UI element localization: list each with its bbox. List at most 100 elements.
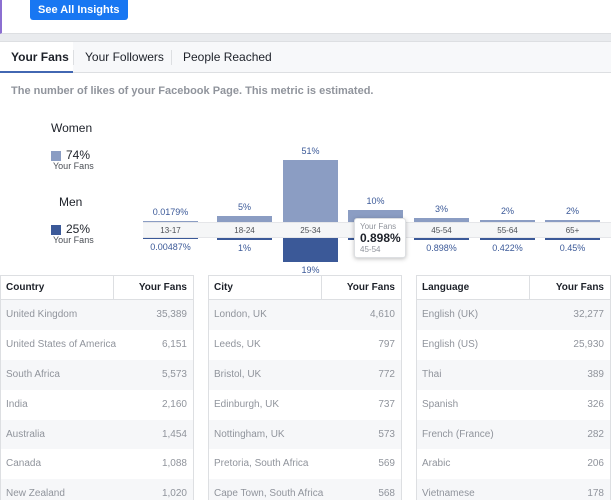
row-value: 6,151 <box>161 338 187 350</box>
tab-people-reached[interactable]: People Reached <box>183 50 272 64</box>
table-row: London, UK 4,610 <box>209 300 401 330</box>
row-value: 35,389 <box>156 309 187 320</box>
column-header-fans[interactable]: Your Fans <box>138 282 187 293</box>
bar-men-13-17[interactable] <box>143 238 198 239</box>
row-name: Edinburgh, UK <box>214 398 280 410</box>
age-label-65+: 65+ <box>565 226 580 235</box>
age-gender-chart: Women 74% Your Fans Men 25% Your Fans 0.… <box>0 100 611 275</box>
row-value: 178 <box>587 488 604 500</box>
row-name: English (UK) <box>422 309 479 320</box>
row-value: 573 <box>378 428 395 440</box>
pct-women-45-54: 3% <box>434 204 448 215</box>
column-header-name[interactable]: Country <box>6 282 45 293</box>
row-value: 1,454 <box>161 428 187 440</box>
fans-card: Your Fans Your Followers People Reached … <box>0 41 611 500</box>
bar-women-45-54[interactable] <box>414 218 469 222</box>
row-name: United Kingdom <box>6 309 78 320</box>
table-row: Australia 1,454 <box>1 419 193 450</box>
row-value: 25,930 <box>573 338 604 350</box>
bar-men-25-34[interactable] <box>283 238 338 262</box>
row-name: Vietnamese <box>422 488 475 500</box>
row-value: 5,573 <box>161 368 187 380</box>
tooltip-title: Your Fans <box>360 222 397 231</box>
row-name: Arabic <box>422 458 451 470</box>
pct-men-45-54: 0.898% <box>426 243 457 253</box>
legend-women-swatch <box>51 151 61 161</box>
table-header: Country Your Fans <box>1 276 193 300</box>
city-table: City Your Fans London, UK 4,610 Leeds, UK 797… <box>208 275 402 500</box>
table-row: United Kingdom 35,389 <box>1 300 193 330</box>
row-value: 326 <box>587 398 604 410</box>
pct-women-35-44: 10% <box>366 195 385 206</box>
pct-men-65+: 0.45% <box>559 243 586 253</box>
pct-women-13-17: 0.0179% <box>152 207 189 217</box>
table-row: English (US) 25,930 <box>417 330 610 360</box>
table-row: English (UK) 32,277 <box>417 300 610 330</box>
pct-women-55-64: 2% <box>500 205 514 216</box>
column-header-name[interactable]: City <box>214 282 233 293</box>
column-header-name[interactable]: Language <box>422 282 470 293</box>
age-label-25-34: 25-34 <box>300 226 321 235</box>
column-header-fans[interactable]: Your Fans <box>555 282 604 293</box>
row-name: Spanish <box>422 398 459 410</box>
see-all-insights-button[interactable]: See All Insights <box>30 0 128 20</box>
table-header: Language Your Fans <box>417 276 610 300</box>
table-row: Nottingham, UK 573 <box>209 419 401 450</box>
bar-men-65+[interactable] <box>545 238 600 240</box>
table-row: India 2,160 <box>1 390 193 420</box>
row-value: 32,277 <box>573 309 604 320</box>
table-header: City Your Fans <box>209 276 401 300</box>
column-divider <box>321 276 322 300</box>
age-label-13-17: 13-17 <box>160 226 181 235</box>
bar-tooltip: Your Fans 0.898% 45-54 <box>354 218 406 258</box>
pct-men-55-64: 0.422% <box>492 243 523 253</box>
age-label-55-64: 55-64 <box>497 226 518 235</box>
bar-women-25-34[interactable] <box>283 160 338 222</box>
bar-women-55-64[interactable] <box>480 219 535 222</box>
row-name: South Africa <box>6 368 60 380</box>
tab-your-followers[interactable]: Your Followers <box>85 50 164 64</box>
table-row: Spanish 326 <box>417 390 610 420</box>
table-row: New Zealand 1,020 <box>1 479 193 500</box>
pct-women-65+: 2% <box>565 205 579 216</box>
tab-your-fans[interactable]: Your Fans <box>0 42 73 73</box>
tooltip-value: 0.898% <box>360 231 401 245</box>
table-row: South Africa 5,573 <box>1 359 193 390</box>
bar-women-65+[interactable] <box>545 219 600 222</box>
breakdown-tables: Country Your Fans United Kingdom 35,389 Unit… <box>0 275 611 500</box>
row-value: 1,020 <box>161 488 187 500</box>
row-name: Cape Town, South Africa <box>214 488 324 500</box>
row-name: English (US) <box>422 338 479 350</box>
row-value: 797 <box>378 338 395 350</box>
legend-men-percent: 25% <box>66 222 91 236</box>
bar-women-18-24[interactable] <box>217 215 272 222</box>
row-name: Australia <box>6 428 45 440</box>
table-row: Arabic 206 <box>417 449 610 479</box>
table-row: Cape Town, South Africa 568 <box>209 479 401 500</box>
column-header-fans[interactable]: Your Fans <box>346 282 395 293</box>
tab-bar: Your Fans Your Followers People Reached <box>0 42 611 73</box>
bar-men-45-54[interactable] <box>414 238 469 240</box>
age-label-45-54: 45-54 <box>431 226 452 235</box>
age-label-18-24: 18-24 <box>234 226 255 235</box>
row-name: New Zealand <box>6 488 65 500</box>
country-table: Country Your Fans United Kingdom 35,389 Unit… <box>0 275 194 500</box>
row-value: 206 <box>587 458 604 470</box>
metric-description: The number of likes of your Facebook Pag… <box>11 85 374 97</box>
table-row: Vietnamese 178 <box>417 479 610 500</box>
table-row: French (France) 282 <box>417 419 610 450</box>
bar-women-13-17[interactable] <box>143 221 198 222</box>
column-divider <box>529 276 530 300</box>
legend-men-swatch <box>51 225 61 235</box>
row-value: 569 <box>378 458 395 470</box>
column-divider <box>113 276 114 300</box>
table-row: United States of America 6,151 <box>1 330 193 360</box>
bar-men-55-64[interactable] <box>480 238 535 240</box>
tooltip-sub: 45-54 <box>360 245 381 254</box>
row-name: Bristol, UK <box>214 368 262 380</box>
top-strip: See All Insights <box>0 0 611 34</box>
pct-women-18-24: 5% <box>237 201 251 212</box>
table-row: Leeds, UK 797 <box>209 330 401 360</box>
bar-men-18-24[interactable] <box>217 238 272 240</box>
table-row: Canada 1,088 <box>1 449 193 479</box>
